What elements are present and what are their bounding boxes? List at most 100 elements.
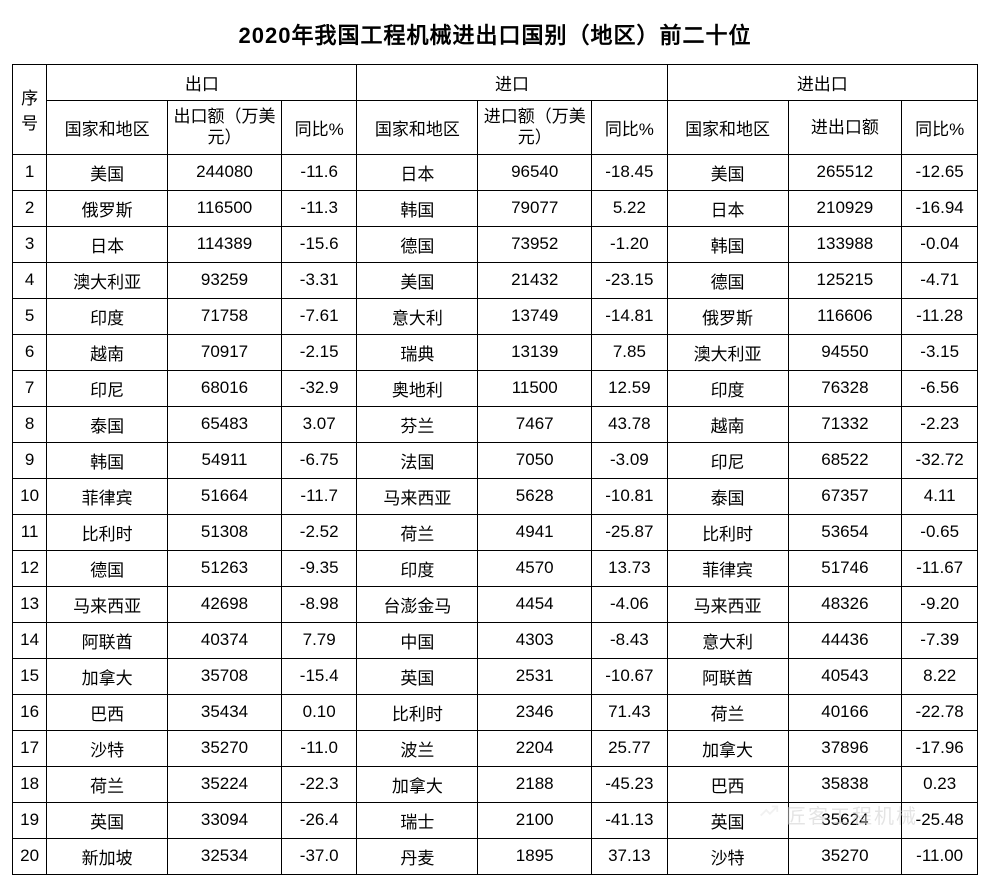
cell-exp_region: 沙特 bbox=[47, 730, 168, 766]
cell-exp_yoy: -3.31 bbox=[281, 262, 357, 298]
cell-exp_amt: 70917 bbox=[168, 334, 282, 370]
cell-seq: 2 bbox=[13, 190, 47, 226]
header-export-yoy: 同比% bbox=[281, 101, 357, 155]
cell-imp_amt: 4454 bbox=[478, 586, 592, 622]
table-row: 2俄罗斯116500-11.3韩国790775.22日本210929-16.94 bbox=[13, 190, 978, 226]
cell-imp_yoy: -10.67 bbox=[592, 658, 668, 694]
header-import-region: 国家和地区 bbox=[357, 101, 478, 155]
cell-exp_region: 俄罗斯 bbox=[47, 190, 168, 226]
table-row: 13马来西亚42698-8.98台澎金马4454-4.06马来西亚48326-9… bbox=[13, 586, 978, 622]
cell-exp_amt: 51263 bbox=[168, 550, 282, 586]
cell-imp_amt: 4941 bbox=[478, 514, 592, 550]
cell-seq: 13 bbox=[13, 586, 47, 622]
cell-exp_region: 荷兰 bbox=[47, 766, 168, 802]
cell-imp_yoy: -18.45 bbox=[592, 154, 668, 190]
cell-seq: 15 bbox=[13, 658, 47, 694]
cell-exp_yoy: -6.75 bbox=[281, 442, 357, 478]
cell-exp_region: 加拿大 bbox=[47, 658, 168, 694]
table-row: 4澳大利亚93259-3.31美国21432-23.15德国125215-4.7… bbox=[13, 262, 978, 298]
cell-exp_amt: 51664 bbox=[168, 478, 282, 514]
cell-seq: 3 bbox=[13, 226, 47, 262]
cell-imp_yoy: 43.78 bbox=[592, 406, 668, 442]
cell-imp_yoy: -41.13 bbox=[592, 802, 668, 838]
cell-imp_yoy: -10.81 bbox=[592, 478, 668, 514]
cell-exp_yoy: -37.0 bbox=[281, 838, 357, 874]
cell-imp_yoy: 37.13 bbox=[592, 838, 668, 874]
cell-tot_yoy: -32.72 bbox=[902, 442, 978, 478]
cell-tot_yoy: -3.15 bbox=[902, 334, 978, 370]
cell-imp_amt: 4570 bbox=[478, 550, 592, 586]
table-row: 3日本114389-15.6德国73952-1.20韩国133988-0.04 bbox=[13, 226, 978, 262]
header-group-export: 出口 bbox=[47, 65, 357, 101]
cell-imp_region: 法国 bbox=[357, 442, 478, 478]
cell-tot_region: 澳大利亚 bbox=[667, 334, 788, 370]
cell-exp_region: 韩国 bbox=[47, 442, 168, 478]
header-seq: 序号 bbox=[13, 65, 47, 155]
cell-imp_region: 日本 bbox=[357, 154, 478, 190]
cell-exp_region: 马来西亚 bbox=[47, 586, 168, 622]
cell-exp_yoy: -22.3 bbox=[281, 766, 357, 802]
cell-tot_region: 马来西亚 bbox=[667, 586, 788, 622]
cell-tot_region: 日本 bbox=[667, 190, 788, 226]
table-body: 1美国244080-11.6日本96540-18.45美国265512-12.6… bbox=[13, 154, 978, 874]
cell-imp_amt: 2204 bbox=[478, 730, 592, 766]
cell-tot_amt: 76328 bbox=[788, 370, 902, 406]
cell-tot_region: 比利时 bbox=[667, 514, 788, 550]
table-row: 17沙特35270-11.0波兰220425.77加拿大37896-17.96 bbox=[13, 730, 978, 766]
cell-exp_region: 德国 bbox=[47, 550, 168, 586]
cell-seq: 11 bbox=[13, 514, 47, 550]
cell-exp_region: 泰国 bbox=[47, 406, 168, 442]
cell-imp_region: 马来西亚 bbox=[357, 478, 478, 514]
cell-exp_yoy: 7.79 bbox=[281, 622, 357, 658]
table-row: 5印度71758-7.61意大利13749-14.81俄罗斯116606-11.… bbox=[13, 298, 978, 334]
cell-exp_amt: 40374 bbox=[168, 622, 282, 658]
cell-tot_amt: 53654 bbox=[788, 514, 902, 550]
cell-imp_yoy: -4.06 bbox=[592, 586, 668, 622]
cell-tot_region: 印度 bbox=[667, 370, 788, 406]
cell-seq: 4 bbox=[13, 262, 47, 298]
header-total-region: 国家和地区 bbox=[667, 101, 788, 155]
cell-exp_amt: 65483 bbox=[168, 406, 282, 442]
cell-imp_region: 德国 bbox=[357, 226, 478, 262]
cell-exp_yoy: -2.15 bbox=[281, 334, 357, 370]
cell-tot_region: 韩国 bbox=[667, 226, 788, 262]
cell-tot_region: 印尼 bbox=[667, 442, 788, 478]
cell-tot_yoy: -12.65 bbox=[902, 154, 978, 190]
cell-exp_region: 印度 bbox=[47, 298, 168, 334]
cell-seq: 6 bbox=[13, 334, 47, 370]
cell-exp_region: 澳大利亚 bbox=[47, 262, 168, 298]
cell-exp_yoy: -2.52 bbox=[281, 514, 357, 550]
cell-seq: 1 bbox=[13, 154, 47, 190]
header-total-yoy: 同比% bbox=[902, 101, 978, 155]
table-row: 1美国244080-11.6日本96540-18.45美国265512-12.6… bbox=[13, 154, 978, 190]
cell-imp_region: 荷兰 bbox=[357, 514, 478, 550]
cell-imp_yoy: -45.23 bbox=[592, 766, 668, 802]
header-import-yoy: 同比% bbox=[592, 101, 668, 155]
cell-seq: 12 bbox=[13, 550, 47, 586]
data-table: 序号 出口 进口 进出口 国家和地区 出口额（万美元） 同比% 国家和地区 进口… bbox=[12, 64, 978, 875]
cell-exp_amt: 116500 bbox=[168, 190, 282, 226]
cell-exp_region: 美国 bbox=[47, 154, 168, 190]
cell-tot_yoy: -11.28 bbox=[902, 298, 978, 334]
cell-exp_amt: 68016 bbox=[168, 370, 282, 406]
cell-imp_amt: 2188 bbox=[478, 766, 592, 802]
cell-imp_yoy: 5.22 bbox=[592, 190, 668, 226]
cell-imp_yoy: 13.73 bbox=[592, 550, 668, 586]
cell-tot_amt: 35624 bbox=[788, 802, 902, 838]
cell-tot_amt: 40166 bbox=[788, 694, 902, 730]
cell-seq: 8 bbox=[13, 406, 47, 442]
cell-exp_amt: 33094 bbox=[168, 802, 282, 838]
cell-exp_region: 巴西 bbox=[47, 694, 168, 730]
header-export-region: 国家和地区 bbox=[47, 101, 168, 155]
cell-seq: 5 bbox=[13, 298, 47, 334]
cell-tot_yoy: -0.65 bbox=[902, 514, 978, 550]
cell-tot_yoy: -0.04 bbox=[902, 226, 978, 262]
cell-imp_region: 美国 bbox=[357, 262, 478, 298]
cell-tot_region: 巴西 bbox=[667, 766, 788, 802]
cell-imp_amt: 79077 bbox=[478, 190, 592, 226]
cell-tot_yoy: -17.96 bbox=[902, 730, 978, 766]
cell-exp_yoy: -8.98 bbox=[281, 586, 357, 622]
header-import-amount: 进口额（万美元） bbox=[478, 101, 592, 155]
cell-imp_amt: 4303 bbox=[478, 622, 592, 658]
cell-tot_yoy: -16.94 bbox=[902, 190, 978, 226]
